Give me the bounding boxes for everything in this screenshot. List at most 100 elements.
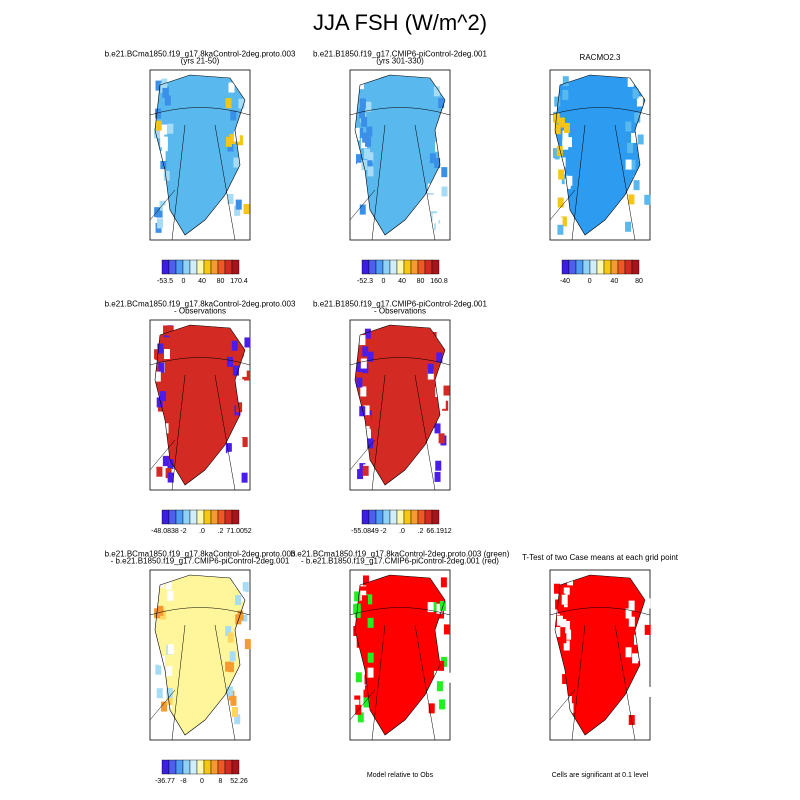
cell: [356, 154, 363, 165]
colorbar-label: 8: [219, 778, 223, 785]
cell: [244, 337, 251, 348]
cell: [557, 197, 564, 208]
cell: [357, 712, 364, 723]
panel-title: b.e21.BCma1850.f19_g17.8kaControl-2deg.p…: [105, 300, 296, 309]
cell: [230, 695, 237, 706]
cell: [444, 672, 451, 683]
graticule: [549, 107, 651, 241]
cell: [159, 655, 166, 666]
cell: [237, 135, 244, 146]
cell: [167, 123, 174, 134]
cell: [558, 117, 565, 128]
land: [555, 575, 645, 735]
cell: [233, 157, 240, 168]
cell: [158, 577, 165, 588]
cell: [233, 576, 240, 587]
cell: [361, 116, 368, 127]
colorbar-cell: [424, 509, 433, 525]
cell: [366, 217, 373, 228]
cell: [367, 438, 374, 449]
cell: [644, 598, 651, 609]
panel-title: (yrs 21-50): [181, 57, 220, 66]
cell: [438, 149, 445, 160]
colorbar-cell: [375, 259, 384, 275]
cell: [356, 361, 363, 372]
cell: [644, 686, 651, 697]
cell: [364, 685, 371, 696]
cell: [439, 699, 446, 710]
colorbar-label: 170.4: [230, 278, 248, 285]
colorbar-label: -52.3: [357, 278, 373, 285]
cell: [155, 108, 162, 119]
panel-footer: Cells are significant at 0.1 level: [552, 772, 649, 779]
colorbar-cell: [217, 759, 226, 775]
cell: [229, 134, 236, 145]
cell: [443, 385, 450, 396]
colorbar-cell: [568, 259, 577, 275]
cell: [167, 459, 174, 470]
panel-title: b.e21.B1850.f19_g17.CMIP6-piControl-2deg…: [313, 50, 487, 59]
cell: [430, 464, 437, 475]
colorbar-label: 80: [417, 278, 425, 285]
cell: [562, 139, 569, 150]
colorbar-cell: [624, 259, 633, 275]
colorbar-label: -2: [380, 528, 386, 535]
cell: [628, 194, 635, 205]
colorbar-label: .2: [218, 528, 224, 535]
colorbar-label: 66.1912: [426, 528, 451, 535]
cell: [166, 687, 173, 698]
colorbar-cell: [589, 259, 598, 275]
panel-title: b.e21.B1850.f19_g17.CMIP6-piControl-2deg…: [313, 300, 487, 309]
cell: [638, 650, 645, 661]
cell: [433, 86, 440, 97]
cell: [566, 137, 573, 148]
colorbar-cell: [182, 509, 191, 525]
map: [349, 569, 451, 741]
colorbar-cell: [617, 259, 626, 275]
cell: [163, 349, 170, 360]
cell: [436, 715, 443, 726]
cell: [159, 185, 166, 196]
colorbar-label: -8: [180, 778, 186, 785]
figure-title: JJA FSH (W/m^2): [313, 10, 487, 35]
cell: [236, 437, 243, 448]
cell: [560, 619, 567, 630]
cell: [167, 472, 174, 483]
panel-title: - b.e21.B1850.f19_g17.CMIP6-piControl-2d…: [111, 557, 290, 566]
cell: [357, 469, 364, 480]
graticule: [349, 607, 451, 741]
cell: [362, 132, 369, 143]
cell: [167, 325, 174, 336]
map: [549, 569, 651, 741]
colorbar-label: .0: [399, 528, 405, 535]
colorbar-cell: [410, 259, 419, 275]
cell: [557, 224, 564, 235]
colorbar-cell: [382, 259, 391, 275]
cell: [367, 351, 374, 362]
colorbar-cell: [424, 259, 433, 275]
cell: [225, 136, 232, 147]
colorbar-cell: [175, 259, 184, 275]
cell: [434, 670, 441, 681]
panel-title: (yrs 301-330): [376, 57, 424, 66]
cell: [644, 624, 651, 635]
cell: [562, 130, 569, 141]
colorbar-cell: [210, 259, 219, 275]
panel-title: T-Test of two Case means at each grid po…: [522, 553, 679, 562]
cell: [366, 160, 373, 171]
cell: [643, 680, 650, 691]
cell: [367, 166, 374, 177]
cell: [425, 376, 432, 387]
cell: [162, 423, 169, 434]
cell: [644, 194, 651, 205]
cell: [154, 349, 161, 360]
colorbar-cell: [182, 759, 191, 775]
cell: [625, 221, 632, 232]
colorbar-cell: [168, 509, 177, 525]
cell: [227, 632, 234, 643]
cell: [158, 362, 165, 373]
cell: [636, 96, 643, 107]
colorbar-cell: [217, 509, 226, 525]
cell: [236, 369, 243, 380]
colorbar-cell: [189, 759, 198, 775]
